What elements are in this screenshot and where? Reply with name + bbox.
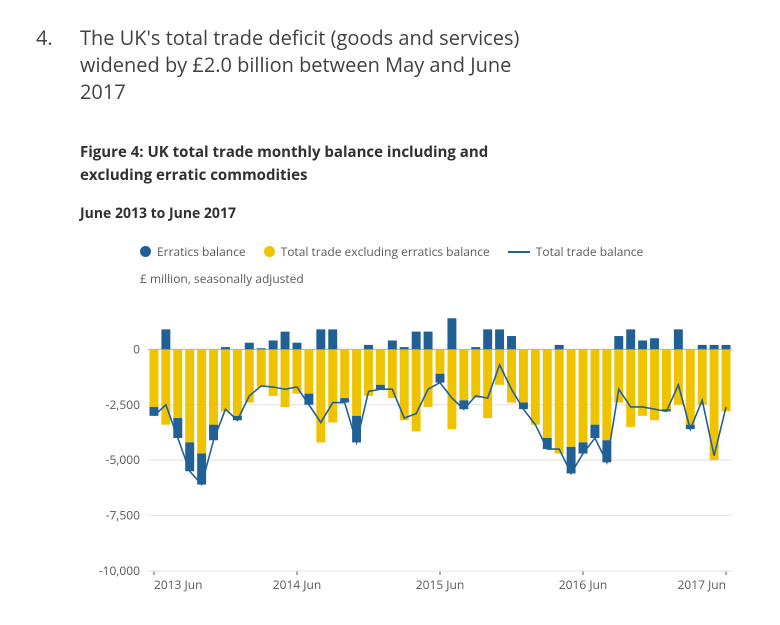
legend-item-total: Total trade balance [508,243,644,260]
axis-note: £ million, seasonally adjusted [140,270,744,287]
chart-svg: 0 -2,500 -5,000 -7,500 -10,000 2013 Jun 2014 J… [80,295,740,605]
legend-label-erratics: Erratics balance [157,243,246,260]
chart-legend: Erratics balance Total trade excluding e… [140,243,744,260]
chart: 0 -2,500 -5,000 -7,500 -10,000 2013 Jun 2014 J… [80,295,744,605]
section-number: 4. [36,24,56,51]
figure-block: Figure 4: UK total trade monthly balance… [80,141,744,605]
figure-subtitle: June 2013 to June 2017 [80,204,744,223]
svg-text:-10,000: -10,000 [99,562,140,579]
svg-text:-5,000: -5,000 [106,451,141,468]
svg-text:2015 Jun: 2015 Jun [416,576,465,593]
swatch-erratics-icon [140,246,151,257]
swatch-line-icon [508,251,530,253]
svg-text:2017 Jun: 2017 Jun [678,576,727,593]
svg-text:-7,500: -7,500 [106,507,141,524]
svg-text:0: 0 [133,340,140,357]
swatch-excluding-icon [264,246,275,257]
figure-title: Figure 4: UK total trade monthly balance… [80,141,540,186]
svg-text:2014 Jun: 2014 Jun [273,576,322,593]
svg-text:2013 Jun: 2013 Jun [154,576,203,593]
svg-text:-2,500: -2,500 [106,396,141,413]
svg-text:2016 Jun: 2016 Jun [559,576,608,593]
legend-item-excluding: Total trade excluding erratics balance [264,243,490,260]
section-title: The UK's total trade deficit (goods and … [80,24,540,105]
section-header: 4. The UK's total trade deficit (goods a… [36,24,744,105]
legend-item-erratics: Erratics balance [140,243,246,260]
legend-label-excluding: Total trade excluding erratics balance [281,243,490,260]
legend-label-total: Total trade balance [536,243,644,260]
